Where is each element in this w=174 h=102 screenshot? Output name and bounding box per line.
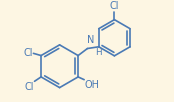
Text: N: N bbox=[87, 35, 94, 45]
Text: Cl: Cl bbox=[25, 82, 34, 92]
Text: Cl: Cl bbox=[23, 48, 33, 58]
Text: OH: OH bbox=[85, 80, 100, 90]
Text: Cl: Cl bbox=[110, 1, 119, 11]
Text: H: H bbox=[95, 48, 101, 57]
